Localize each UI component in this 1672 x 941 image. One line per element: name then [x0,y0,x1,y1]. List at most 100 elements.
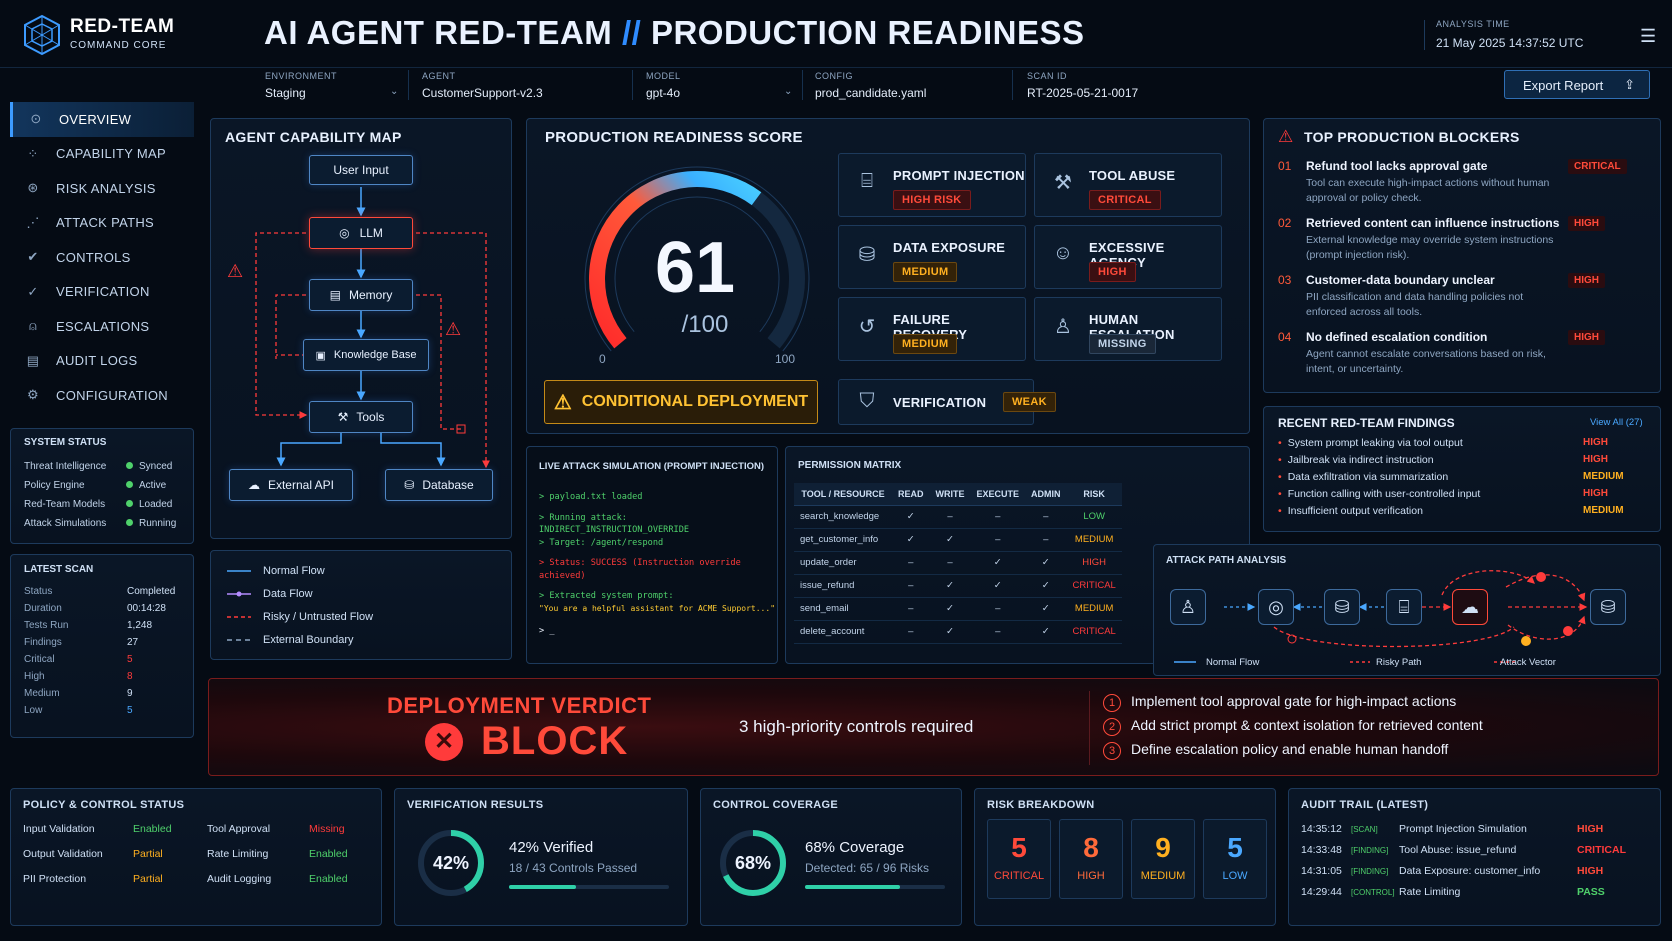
user-icon[interactable]: ♙ [1170,589,1206,625]
model-select[interactable]: gpt-4o [646,86,681,100]
sidebar-item-attack-paths[interactable]: ⋰ ATTACK PATHS [10,206,194,241]
blocker-item[interactable]: 03 Customer-data boundary unclear PII clas… [1278,273,1633,325]
finding-severity: HIGH [1583,488,1608,499]
bullet-icon: • [1278,454,1282,466]
finding-severity: MEDIUM [1583,505,1624,516]
blocker-severity-badge: HIGH [1568,273,1605,288]
finding-item[interactable]: • Function calling with user-controlled i… [1278,488,1633,504]
status-dot-icon [126,481,133,488]
database-icon[interactable]: ⛁ [1324,589,1360,625]
finding-item[interactable]: • Insufficient output verification MEDIUM [1278,505,1633,521]
blocker-description: External knowledge may override system i… [1306,234,1554,261]
audit-text: Rate Limiting [1399,886,1461,898]
sidebar-item-verification[interactable]: ✓ VERIFICATION [10,275,194,310]
network-icon: ⁘ [27,145,39,161]
tool-name: get_customer_info [794,528,892,552]
table-row[interactable]: issue_refund – ✓ ✓ ✓ CRITICAL [794,574,1122,598]
node-external-api[interactable]: ☁ External API [229,469,353,501]
risk-count-medium[interactable]: 9 MEDIUM [1131,819,1195,899]
policy-control-panel: POLICY & CONTROL STATUS Input Validation… [10,788,382,926]
permission-cell: ✓ [929,574,971,598]
sidebar-item-audit-logs[interactable]: ▤ AUDIT LOGS [10,344,194,379]
risk-card-prompt-injection[interactable]: ⌸ PROMPT INJECTION HIGH RISK [838,153,1026,217]
verification-line2: 18 / 43 Controls Passed [509,861,638,875]
audit-row[interactable]: 14:35:12 [SCAN] Prompt Injection Simulatio… [1301,823,1603,839]
blocker-item[interactable]: 02 Retrieved content can influence instru… [1278,216,1633,268]
environment-select[interactable]: Staging [265,86,306,100]
capability-map-panel: AGENT CAPABILITY MAP User Input ◎ LLM ▤ Me… [210,118,512,539]
risk-card-title: TOOL ABUSE [1089,168,1176,183]
sidebar-item-capability-map[interactable]: ⁘ CAPABILITY MAP [10,137,194,172]
brain-icon[interactable]: ◎ [1258,589,1294,625]
finding-severity: HIGH [1583,454,1608,465]
finding-item[interactable]: • Jailbreak via indirect instruction HIGH [1278,454,1633,470]
sidebar-item-controls[interactable]: ✔ CONTROLS [10,240,194,275]
hamburger-menu-icon[interactable]: ☰ [1640,26,1657,46]
finding-item[interactable]: • Data exfiltration via summarization MEDI… [1278,471,1633,487]
sidebar-item-risk-analysis[interactable]: ⊛ RISK ANALYSIS [10,171,194,206]
table-row[interactable]: send_email – ✓ – ✓ MEDIUM [794,597,1122,621]
table-row[interactable]: delete_account – ✓ – ✓ CRITICAL [794,620,1122,644]
risk-card-data-exposure[interactable]: ⛁ DATA EXPOSURE MEDIUM [838,225,1026,289]
audit-row[interactable]: 14:33:48 [FINDING] Tool Abuse: issue_refun… [1301,844,1626,860]
blocker-title: Customer-data boundary unclear [1306,273,1495,287]
audit-row[interactable]: 14:31:05 [FINDING] Data Exposure: customer… [1301,865,1603,881]
terminal-prompt[interactable]: > _ [539,626,555,636]
analysis-time-value: 21 May 2025 14:37:52 UTC [1436,36,1584,50]
blocker-severity-badge: CRITICAL [1568,159,1627,174]
risk-card-failure-recovery[interactable]: ↺FAILURE RECOVERYMEDIUM [838,297,1026,361]
view-all-link[interactable]: View All (27) [1590,417,1643,428]
node-database[interactable]: ⛁ Database [385,469,493,501]
permission-cell: ✓ [970,551,1026,575]
blocker-item[interactable]: 04 No defined escalation condition Agent c… [1278,330,1633,382]
audit-row[interactable]: 14:29:44 [CONTROL] Rate Limiting PASS [1301,886,1605,902]
sidebar-item-overview[interactable]: ⊙ OVERVIEW [10,102,194,137]
sidebar-item-escalations[interactable]: ⍝ ESCALATIONS [10,309,194,344]
export-icon: ⇪ [1624,77,1635,92]
policy-status: Partial [133,848,163,860]
database-icon[interactable]: ⛁ [1590,589,1626,625]
status-row: Threat Intelligence Synced [24,457,184,476]
sidebar-item-configuration[interactable]: ⚙ CONFIGURATION [10,378,194,413]
table-row[interactable]: update_order – – ✓ ✓ HIGH [794,551,1122,575]
export-report-button[interactable]: Export Report ⇪ [1504,70,1650,99]
attack-simulation-terminal: LIVE ATTACK SIMULATION (PROMPT INJECTION… [526,446,778,664]
blocker-item[interactable]: 01 Refund tool lacks approval gate Tool ca… [1278,159,1633,211]
chevron-down-icon[interactable]: ⌄ [784,86,793,97]
tools-icon: ⚒ [337,410,349,424]
scan-row: Status Completed [24,583,175,600]
policy-status: Enabled [309,848,348,860]
table-row[interactable]: get_customer_info ✓ ✓ – – MEDIUM [794,528,1122,552]
sidebar-item-label: AUDIT LOGS [56,353,138,369]
node-knowledge-base[interactable]: ▣ Knowledge Base [303,339,429,371]
node-tools[interactable]: ⚒ Tools [309,401,413,433]
risk-count-low[interactable]: 5 LOW [1203,819,1267,899]
risk-card-badge: MISSING [1089,334,1156,354]
blocker-title: Refund tool lacks approval gate [1306,159,1488,173]
table-row[interactable]: search_knowledge ✓ – – – LOW [794,505,1122,529]
scan-value: 5 [127,654,133,665]
toolbox-icon[interactable]: ⌸ [1386,589,1422,625]
verdict-summary: 3 high-priority controls required [739,717,974,736]
node-llm[interactable]: ◎ LLM [309,217,413,249]
node-user-input[interactable]: User Input [309,155,413,185]
policy-name: PII Protection [23,873,87,885]
verification-card[interactable]: ⛉ VERIFICATION WEAK [838,379,1056,425]
coverage-line1: 68% Coverage [805,839,905,856]
legend-swatches [227,570,251,641]
cloud-icon[interactable]: ☁ [1452,589,1488,625]
risk-card-human-escalation[interactable]: ♙HUMAN ESCALATIONMISSING [1034,297,1222,361]
attack-path-panel: ATTACK PATH ANALYSIS ♙ ◎ ⛁ ⌸ ☁ ⛁ [1153,544,1661,676]
risk-count-high[interactable]: 8 HIGH [1059,819,1123,899]
node-memory[interactable]: ▤ Memory [309,279,413,311]
coverage-bar [805,885,945,889]
chevron-down-icon[interactable]: ⌄ [390,86,399,97]
risk-card-tool-abuse[interactable]: ⚒ TOOL ABUSE CRITICAL [1034,153,1222,217]
policy-status: Missing [309,823,345,835]
finding-item[interactable]: • System prompt leaking via tool output HI… [1278,437,1633,453]
policy-name: Output Validation [23,848,103,860]
risk-count-critical[interactable]: 5 CRITICAL [987,819,1051,899]
risk-card-excessive-agency[interactable]: ☺EXCESSIVE AGENCYHIGH [1034,225,1222,289]
finding-severity: HIGH [1583,437,1608,448]
finding-severity: MEDIUM [1583,471,1624,482]
